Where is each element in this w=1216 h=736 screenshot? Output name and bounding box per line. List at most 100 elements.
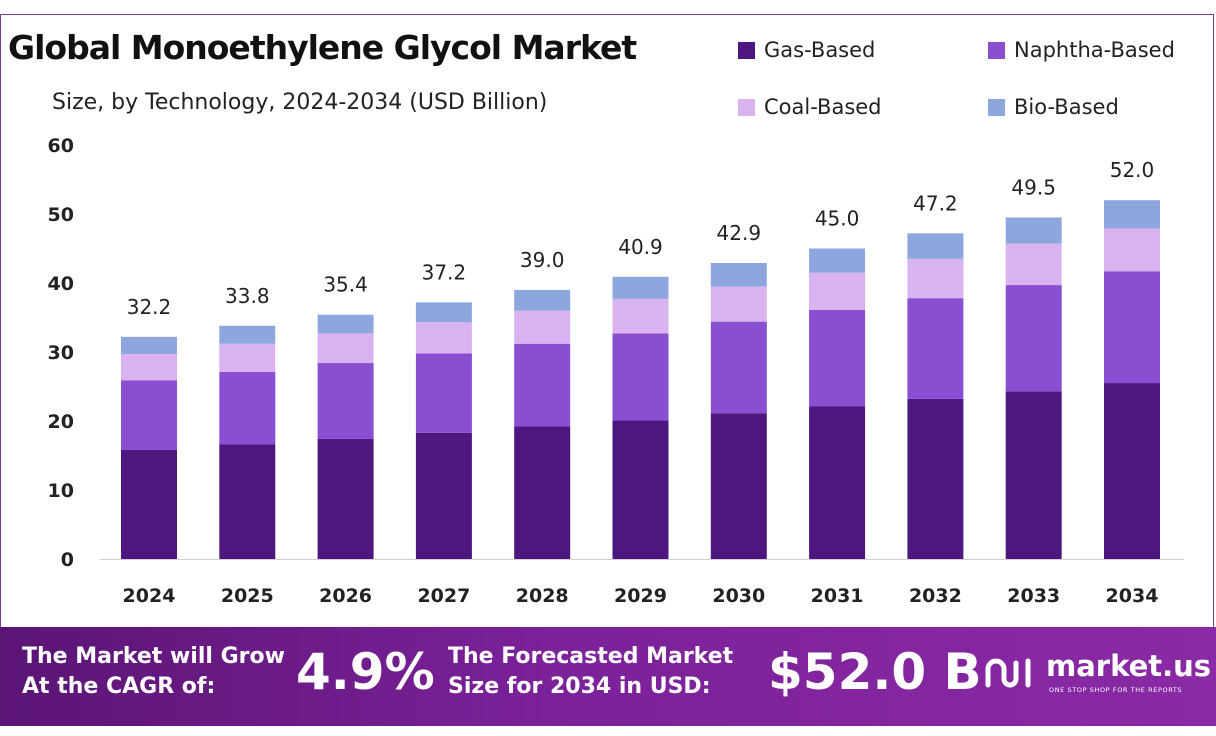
y-tick-label: 20 (48, 411, 74, 433)
x-tick-label: 2024 (123, 585, 176, 607)
bar-segment-coal-based (317, 333, 374, 364)
bar-segment-coal-based (612, 298, 669, 334)
data-label-total: 32.2 (127, 295, 172, 319)
x-tick-label: 2029 (614, 585, 667, 607)
bar-segment-bio-based (710, 262, 767, 287)
bar-segment-coal-based (121, 354, 177, 381)
legend-label-bio-based: Bio-Based (1014, 95, 1119, 119)
x-tick-label: 2025 (221, 585, 274, 607)
bar-segment-bio-based (121, 336, 177, 355)
y-tick-label: 10 (48, 480, 74, 502)
bar-segment-gas-based (219, 444, 276, 559)
bar-segment-naphtha-based (907, 298, 964, 399)
bar-segment-gas-based (1104, 383, 1160, 559)
bar-segment-bio-based (1104, 200, 1160, 229)
bar-segment-coal-based (415, 322, 472, 354)
bar-segment-gas-based (809, 406, 866, 559)
bar-segment-naphtha-based (317, 363, 374, 439)
legend-item-naphtha-based: Naphtha-Based (988, 38, 1175, 62)
y-tick-label: 30 (48, 342, 74, 364)
x-tick-label: 2034 (1106, 585, 1159, 607)
cagr-value: 4.9% (296, 643, 435, 701)
bar-segment-naphtha-based (1005, 285, 1062, 392)
forecast-caption: The Forecasted Market Size for 2034 in U… (448, 642, 733, 702)
stacked-bar-chart: 010203040506032.2202433.8202535.4202637.… (48, 135, 1184, 607)
legend-swatch-gas-based (738, 41, 755, 59)
legend-item-coal-based: Coal-Based (738, 95, 882, 119)
chart-subtitle: Size, by Technology, 2024-2034 (USD Bill… (52, 90, 548, 115)
bar-segment-coal-based (710, 286, 767, 322)
forecast-value: $52.0 B (768, 643, 982, 701)
x-tick-label: 2033 (1007, 585, 1060, 607)
brand-name: market.us (1046, 649, 1212, 683)
data-label-total: 45.0 (815, 207, 860, 231)
x-tick-label: 2031 (811, 585, 864, 607)
bar-segment-gas-based (612, 420, 669, 559)
legend-swatch-naphtha-based (988, 41, 1005, 59)
y-tick-label: 50 (48, 204, 74, 226)
data-label-total: 49.5 (1011, 175, 1056, 199)
legend-swatch-coal-based (738, 98, 755, 116)
x-tick-label: 2028 (516, 585, 569, 607)
legend-item-gas-based: Gas-Based (738, 38, 875, 62)
bar-segment-naphtha-based (415, 353, 472, 433)
cagr-caption-line2: At the CAGR of: (22, 674, 216, 699)
bar-segment-coal-based (1005, 243, 1062, 286)
bar-segment-bio-based (317, 314, 374, 334)
bar-segment-gas-based (121, 449, 177, 559)
chart-title: Global Monoethylene Glycol Market (8, 28, 637, 67)
bar-segment-gas-based (514, 426, 571, 559)
bar-segment-bio-based (1005, 217, 1062, 244)
bar-segment-coal-based (219, 343, 276, 373)
bar-segment-bio-based (612, 276, 669, 299)
legend-swatch-bio-based (988, 98, 1005, 116)
data-label-total: 39.0 (520, 248, 565, 272)
legend-item-bio-based: Bio-Based (988, 95, 1119, 119)
cagr-caption: The Market will Grow At the CAGR of: (22, 642, 285, 702)
data-label-total: 47.2 (913, 191, 958, 215)
forecast-caption-line2: Size for 2034 in USD: (448, 674, 711, 699)
y-tick-label: 60 (48, 135, 74, 157)
footer-banner: The Market will Grow At the CAGR of: 4.9… (0, 627, 1216, 726)
bar-segment-naphtha-based (219, 372, 276, 445)
bar-segment-bio-based (809, 248, 866, 273)
forecast-caption-line1: The Forecasted Market (448, 644, 734, 669)
bar-segment-bio-based (514, 289, 571, 311)
legend-label-gas-based: Gas-Based (764, 38, 876, 62)
y-tick-label: 40 (48, 273, 74, 295)
bar-segment-coal-based (907, 258, 964, 299)
legend-label-naphtha-based: Naphtha-Based (1014, 38, 1175, 62)
bar-segment-gas-based (415, 432, 472, 559)
bar-segment-bio-based (219, 325, 276, 344)
data-label-total: 35.4 (323, 273, 368, 297)
bar-segment-gas-based (317, 438, 374, 559)
bar-segment-naphtha-based (710, 321, 767, 414)
bar-segment-gas-based (710, 413, 767, 559)
bar-segment-naphtha-based (809, 309, 866, 407)
bar-segment-bio-based (907, 233, 964, 259)
bar-segment-gas-based (1005, 391, 1062, 559)
cagr-caption-line1: The Market will Grow (22, 644, 285, 669)
data-label-total: 33.8 (225, 284, 270, 308)
brand-tagline: ONE STOP SHOP FOR THE REPORTS (1049, 686, 1183, 694)
data-label-total: 37.2 (422, 260, 467, 284)
bar-segment-bio-based (415, 302, 472, 323)
bar-segment-coal-based (514, 310, 571, 344)
bar-segment-coal-based (1104, 228, 1160, 272)
data-label-total: 40.9 (618, 235, 663, 259)
legend-label-coal-based: Coal-Based (764, 95, 882, 119)
bar-segment-naphtha-based (612, 333, 669, 421)
bar-segment-naphtha-based (1104, 271, 1160, 384)
x-tick-label: 2027 (417, 585, 470, 607)
data-label-total: 52.0 (1110, 158, 1155, 182)
bar-segment-coal-based (809, 272, 866, 310)
y-tick-label: 0 (61, 549, 74, 571)
data-label-total: 42.9 (717, 221, 762, 245)
x-tick-label: 2026 (319, 585, 372, 607)
x-tick-label: 2030 (712, 585, 765, 607)
bar-segment-naphtha-based (121, 380, 177, 450)
bar-segment-naphtha-based (514, 343, 571, 427)
market-us-logo-icon (985, 658, 1031, 688)
bar-segment-gas-based (907, 398, 964, 559)
x-tick-label: 2032 (909, 585, 962, 607)
